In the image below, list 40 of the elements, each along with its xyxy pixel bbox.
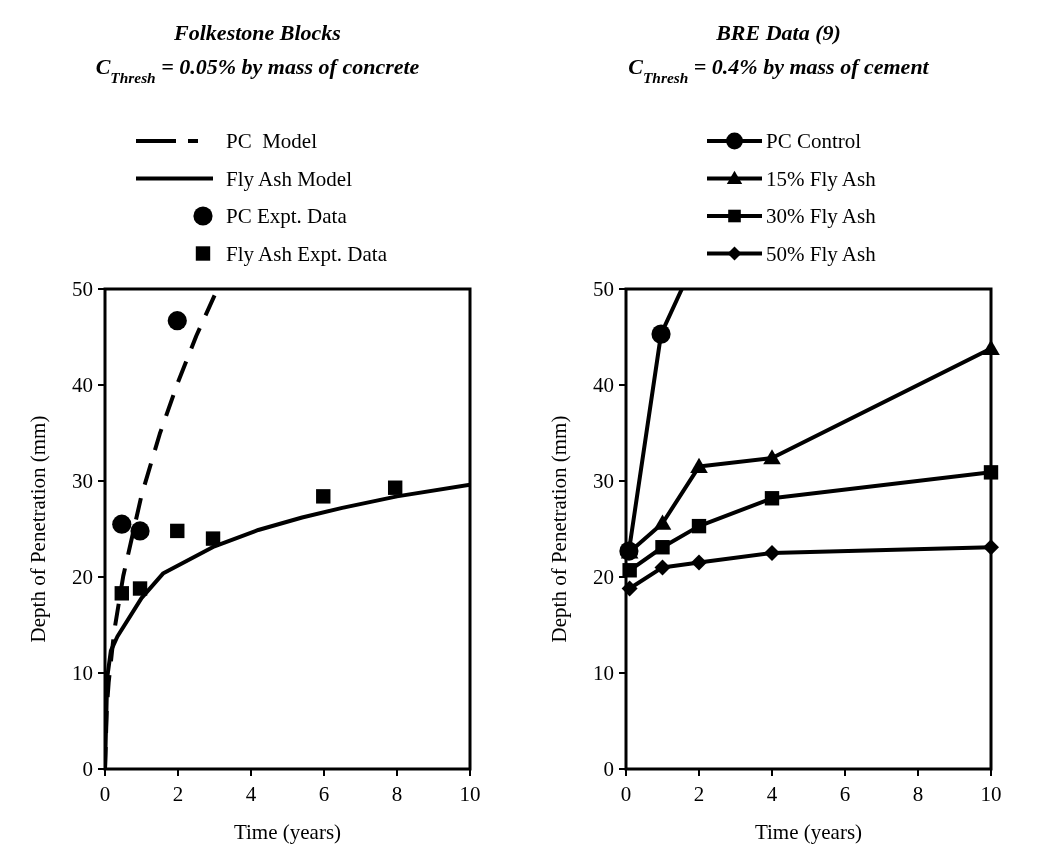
x-tick-label: 8 [391, 782, 403, 806]
x-tick-label: 10 [459, 782, 481, 806]
x-tick-label: 2 [172, 782, 184, 806]
x-tick-label: 6 [318, 782, 330, 806]
x-tick-label: 0 [99, 782, 111, 806]
x-axis-title: Time (years) [233, 820, 342, 844]
y-tick-label: 30 [72, 469, 93, 494]
chart-title: Folkestone Blocks [173, 20, 341, 45]
legend-label: PC Model [226, 129, 318, 154]
y-axis-title: Depth of Penetration (mm) [547, 415, 571, 643]
y-tick-label: 20 [593, 565, 614, 590]
x-tick-label: 2 [693, 782, 705, 806]
x-axis-title: Time (years) [754, 820, 863, 844]
legend-label: PC Control [766, 129, 862, 154]
y-tick-label: 40 [72, 373, 93, 398]
y-tick-label: 0 [82, 757, 93, 782]
y-tick-label: 0 [603, 757, 614, 782]
x-tick-label: 6 [839, 782, 851, 806]
x-tick-label: 10 [980, 782, 1002, 806]
legend-label: PC Expt. Data [226, 204, 348, 229]
chart-title: BRE Data (9) [715, 20, 841, 45]
legend-label: 15% Fly Ash [766, 166, 877, 191]
x-tick-label: 4 [245, 782, 257, 806]
legend-label: Fly Ash Model [226, 166, 353, 191]
legend-label: Fly Ash Expt. Data [226, 241, 388, 266]
y-tick-label: 30 [593, 469, 614, 494]
legend-label: 50% Fly Ash [766, 241, 877, 266]
x-tick-label: 4 [766, 782, 778, 806]
y-axis-title: Depth of Penetration (mm) [26, 415, 50, 643]
chart-subtitle: C$_{Thresh}$ = 0.4% by mass of cement [628, 54, 930, 86]
x-tick-label: 0 [620, 782, 632, 806]
legend-label: 30% Fly Ash [766, 204, 877, 229]
x-tick-label: 8 [912, 782, 924, 806]
y-tick-label: 50 [593, 277, 614, 302]
y-tick-label: 50 [72, 277, 93, 302]
y-tick-label: 10 [593, 661, 614, 686]
chart-subtitle: C$_{Thresh}$ = 0.05% by mass of concrete [95, 54, 420, 86]
y-tick-label: 10 [72, 661, 93, 686]
y-tick-label: 20 [72, 565, 93, 590]
y-tick-label: 40 [593, 373, 614, 398]
